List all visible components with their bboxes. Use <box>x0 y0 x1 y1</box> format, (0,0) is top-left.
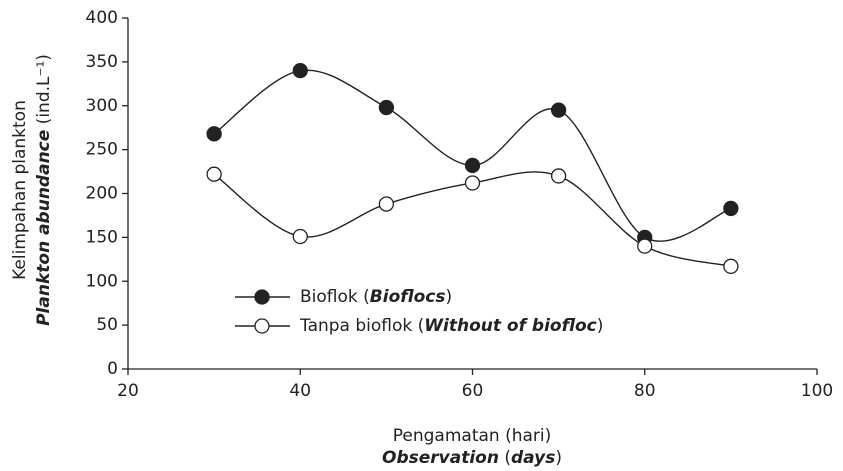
legend-label: Bioflok (Bioflocs) <box>300 287 452 307</box>
y-tick-label: 200 <box>86 184 118 204</box>
y-tick-label: 400 <box>86 8 118 28</box>
x-tick-label: 40 <box>289 381 311 401</box>
point <box>550 168 567 184</box>
point <box>723 258 739 274</box>
y-tick-label: 100 <box>86 271 118 291</box>
x-axis-label: Pengamatan (hari) <box>393 426 552 446</box>
y-axis-label: Kelimpahan plankton <box>10 100 30 280</box>
legend-marker <box>254 289 270 305</box>
point <box>464 157 481 174</box>
y-tick-label: 350 <box>86 52 118 72</box>
point <box>378 196 395 212</box>
point <box>464 175 481 191</box>
point <box>550 102 567 118</box>
x-axis-label-translation: Observation (days) <box>382 448 562 468</box>
point <box>292 63 308 79</box>
y-tick-label: 300 <box>86 96 118 116</box>
x-tick-label: 100 <box>801 381 833 401</box>
x-tick-label: 80 <box>634 381 656 401</box>
point <box>637 238 653 254</box>
x-tick-label: 20 <box>117 381 139 401</box>
legend-marker <box>254 318 270 334</box>
series-line <box>213 69 732 242</box>
y-tick-label: 150 <box>86 227 118 247</box>
y-tick-label: 0 <box>107 359 118 379</box>
legend-label: Tanpa bioflok (Without of biofloc) <box>299 316 603 336</box>
point <box>723 200 739 217</box>
y-tick-label: 50 <box>96 315 118 335</box>
y-axis-label-translation: Plankton abundance (ind.L⁻¹) <box>34 54 54 326</box>
x-tick-label: 60 <box>462 381 484 401</box>
point <box>206 126 222 142</box>
point <box>206 166 222 182</box>
y-tick-label: 250 <box>86 140 118 160</box>
point <box>378 99 395 116</box>
point <box>292 228 308 245</box>
